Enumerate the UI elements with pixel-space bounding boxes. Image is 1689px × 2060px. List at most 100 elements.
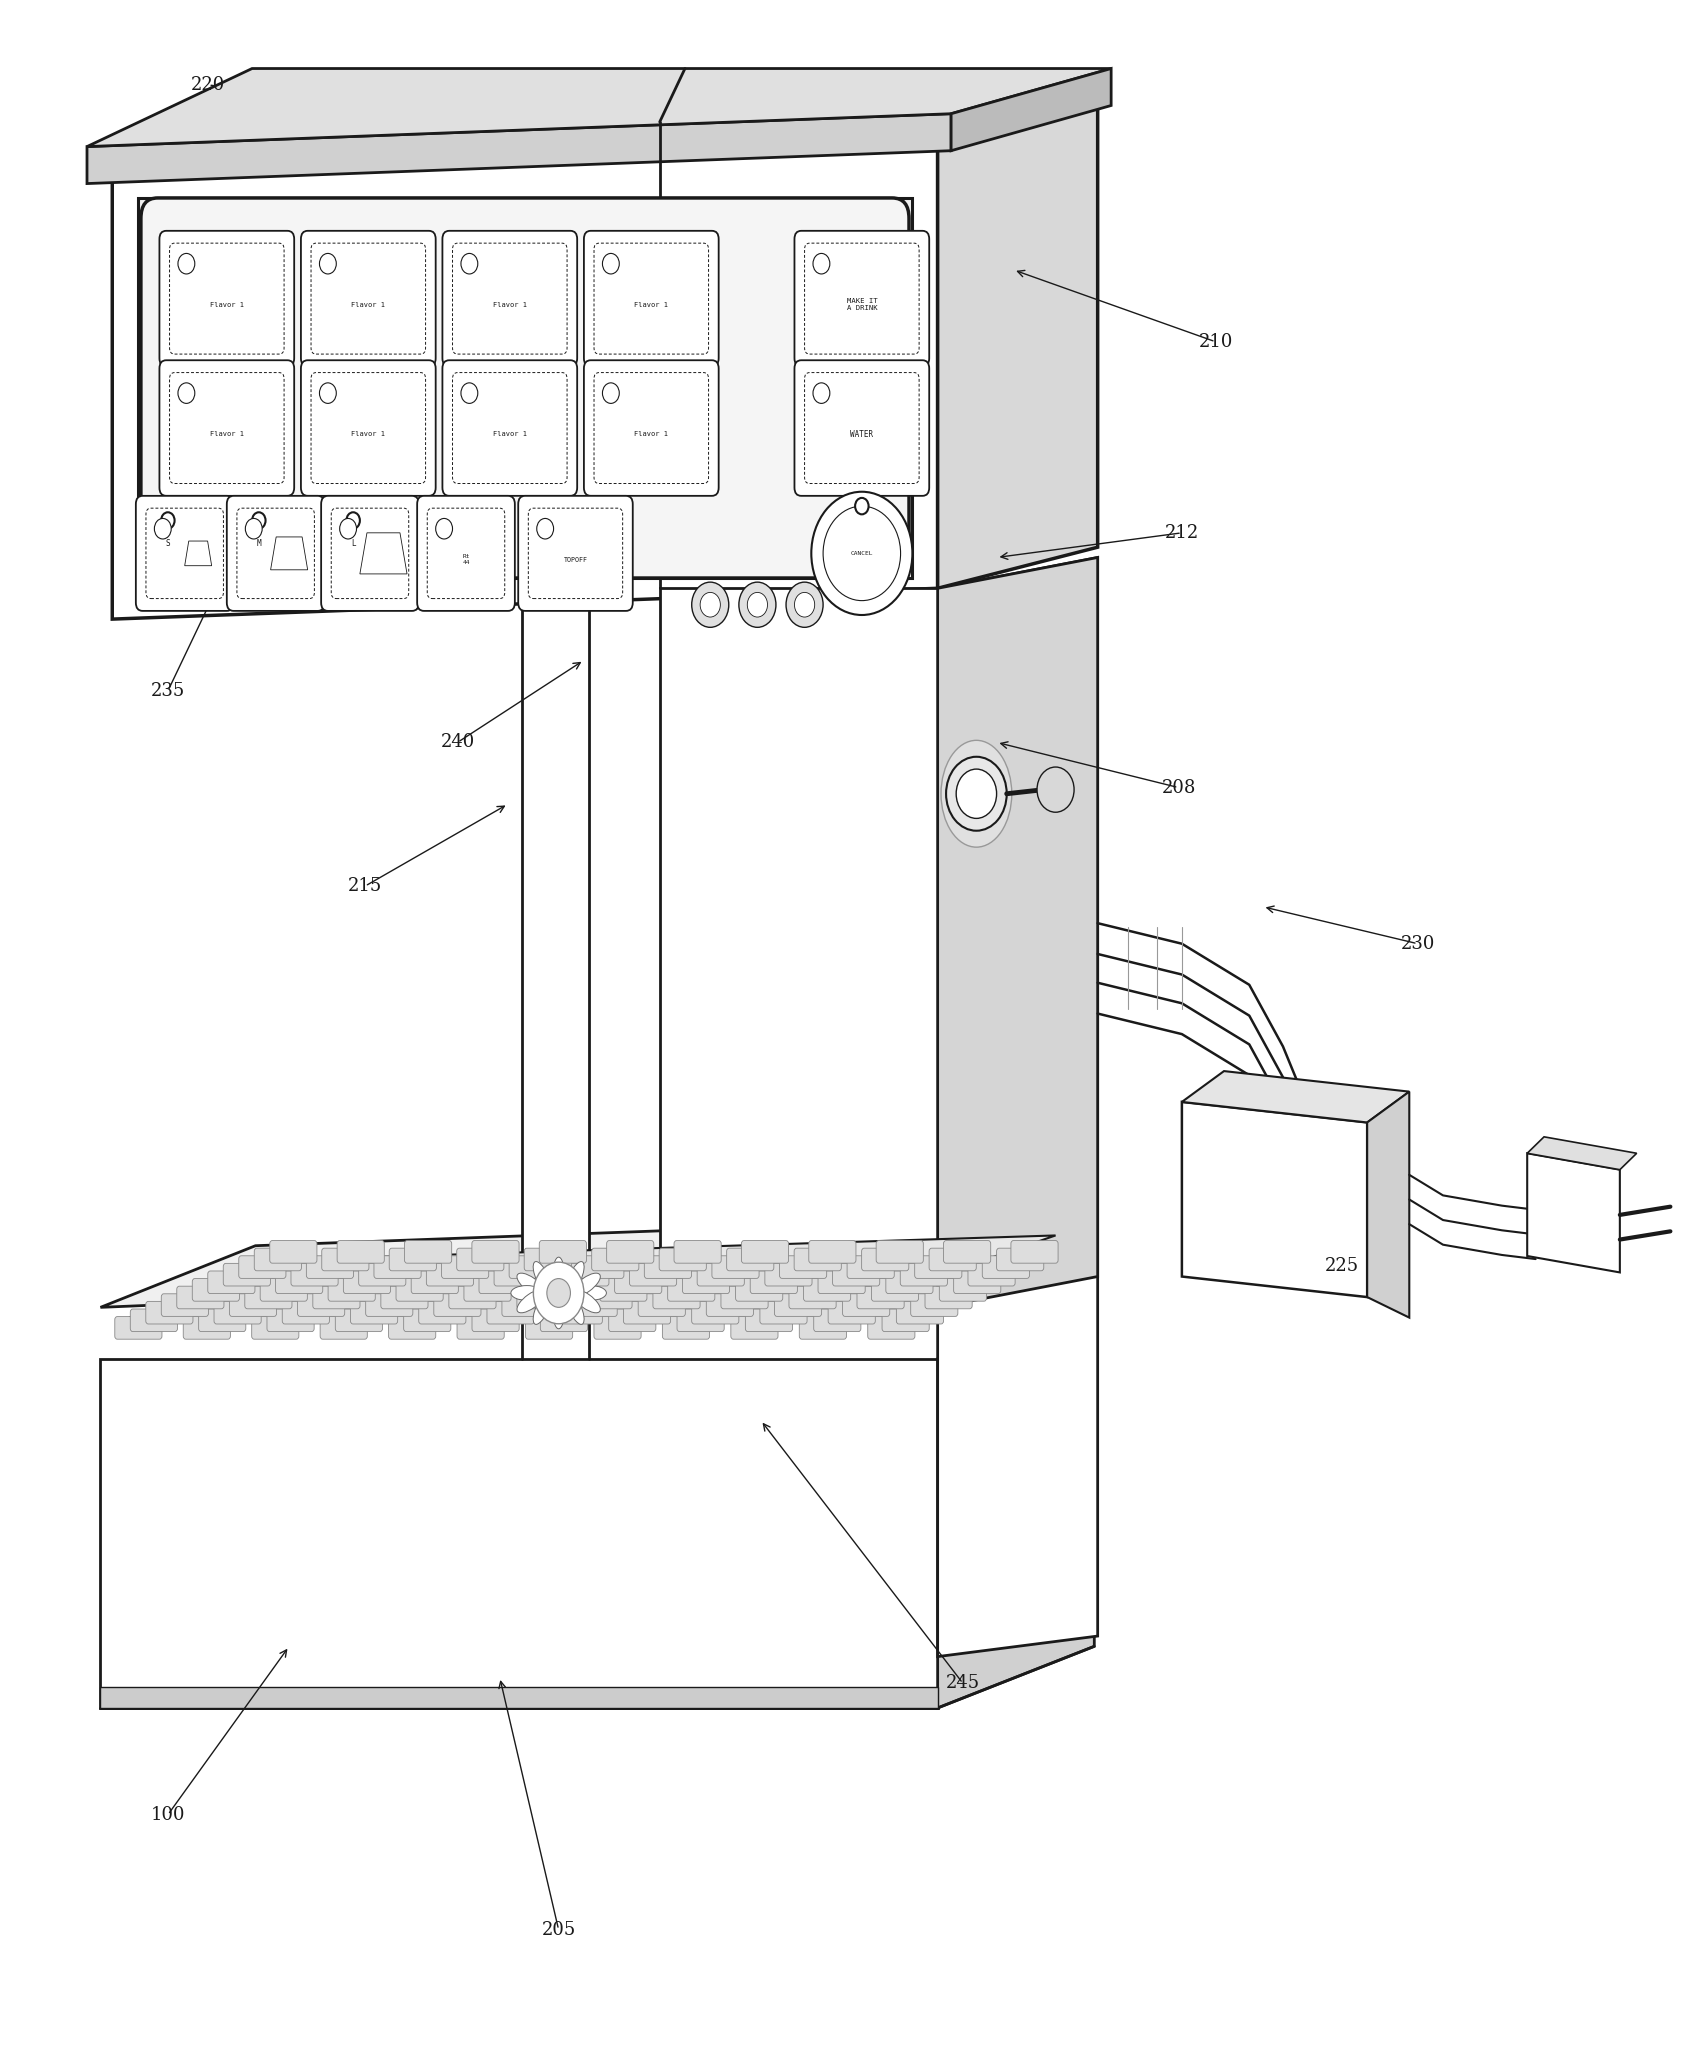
Circle shape (601, 253, 618, 274)
FancyBboxPatch shape (159, 231, 294, 367)
FancyBboxPatch shape (794, 1248, 841, 1271)
FancyBboxPatch shape (417, 496, 515, 612)
FancyBboxPatch shape (419, 1302, 466, 1325)
FancyBboxPatch shape (395, 1279, 443, 1302)
Polygon shape (937, 558, 1098, 1308)
FancyBboxPatch shape (638, 1294, 686, 1316)
Text: 240: 240 (441, 733, 475, 752)
FancyBboxPatch shape (471, 1308, 519, 1331)
Ellipse shape (532, 1261, 552, 1296)
FancyBboxPatch shape (900, 1263, 948, 1285)
Text: Rt
44: Rt 44 (463, 554, 470, 564)
FancyBboxPatch shape (199, 1308, 245, 1331)
FancyBboxPatch shape (882, 1308, 929, 1331)
Ellipse shape (573, 1290, 600, 1312)
FancyBboxPatch shape (312, 1285, 360, 1308)
Circle shape (946, 756, 1007, 830)
FancyBboxPatch shape (253, 1248, 301, 1271)
FancyBboxPatch shape (794, 360, 929, 496)
FancyBboxPatch shape (608, 1308, 655, 1331)
FancyBboxPatch shape (145, 1302, 193, 1325)
FancyBboxPatch shape (843, 1294, 888, 1316)
FancyBboxPatch shape (443, 360, 578, 496)
Text: Flavor 1: Flavor 1 (351, 431, 385, 437)
Text: 208: 208 (1160, 779, 1196, 797)
FancyBboxPatch shape (750, 1271, 797, 1294)
Circle shape (699, 593, 720, 618)
FancyBboxPatch shape (182, 1316, 230, 1339)
FancyBboxPatch shape (584, 231, 718, 367)
FancyBboxPatch shape (804, 373, 919, 484)
FancyBboxPatch shape (449, 1285, 497, 1308)
Ellipse shape (517, 1290, 546, 1312)
FancyBboxPatch shape (193, 1279, 240, 1302)
Polygon shape (270, 538, 307, 571)
FancyBboxPatch shape (291, 1263, 338, 1285)
FancyBboxPatch shape (726, 1248, 774, 1271)
FancyBboxPatch shape (519, 496, 632, 612)
FancyBboxPatch shape (404, 1240, 451, 1263)
Circle shape (812, 253, 829, 274)
Ellipse shape (517, 1273, 546, 1296)
Ellipse shape (574, 1285, 606, 1300)
FancyBboxPatch shape (561, 1263, 608, 1285)
Polygon shape (951, 68, 1110, 150)
FancyBboxPatch shape (861, 1248, 909, 1271)
Ellipse shape (941, 740, 1012, 847)
FancyBboxPatch shape (223, 1263, 270, 1285)
Polygon shape (111, 146, 937, 620)
FancyBboxPatch shape (328, 1279, 375, 1302)
FancyBboxPatch shape (600, 1279, 647, 1302)
FancyBboxPatch shape (115, 1316, 162, 1339)
FancyBboxPatch shape (628, 1263, 676, 1285)
FancyBboxPatch shape (388, 1316, 436, 1339)
FancyBboxPatch shape (471, 1240, 519, 1263)
Polygon shape (1181, 1071, 1409, 1123)
Circle shape (245, 519, 262, 540)
FancyBboxPatch shape (576, 1257, 623, 1279)
FancyBboxPatch shape (914, 1257, 961, 1279)
FancyBboxPatch shape (373, 1257, 421, 1279)
FancyBboxPatch shape (441, 1257, 488, 1279)
Circle shape (252, 513, 265, 529)
FancyBboxPatch shape (140, 198, 909, 579)
FancyBboxPatch shape (434, 1294, 481, 1316)
FancyBboxPatch shape (443, 231, 578, 367)
FancyBboxPatch shape (875, 1240, 922, 1263)
Ellipse shape (552, 1257, 564, 1296)
FancyBboxPatch shape (336, 1240, 383, 1263)
FancyBboxPatch shape (846, 1257, 893, 1279)
FancyBboxPatch shape (817, 1271, 865, 1294)
Ellipse shape (532, 1290, 552, 1325)
Text: 210: 210 (1198, 334, 1231, 350)
FancyBboxPatch shape (321, 496, 419, 612)
FancyBboxPatch shape (275, 1271, 323, 1294)
Polygon shape (86, 113, 951, 183)
Polygon shape (1527, 1137, 1635, 1170)
Circle shape (785, 583, 823, 628)
FancyBboxPatch shape (311, 243, 426, 354)
FancyBboxPatch shape (910, 1294, 958, 1316)
Text: Flavor 1: Flavor 1 (209, 301, 243, 307)
Text: M: M (257, 538, 262, 548)
Polygon shape (1366, 1092, 1409, 1318)
FancyBboxPatch shape (508, 1257, 556, 1279)
FancyBboxPatch shape (556, 1302, 601, 1325)
FancyBboxPatch shape (872, 1279, 919, 1302)
FancyBboxPatch shape (615, 1271, 662, 1294)
FancyBboxPatch shape (306, 1257, 353, 1279)
FancyBboxPatch shape (833, 1263, 880, 1285)
FancyBboxPatch shape (929, 1248, 976, 1271)
Polygon shape (100, 1687, 937, 1708)
FancyBboxPatch shape (828, 1302, 875, 1325)
FancyBboxPatch shape (270, 1240, 318, 1263)
FancyBboxPatch shape (350, 1302, 397, 1325)
FancyBboxPatch shape (230, 1294, 277, 1316)
FancyBboxPatch shape (569, 1294, 616, 1316)
Circle shape (547, 1279, 571, 1308)
Circle shape (436, 519, 453, 540)
FancyBboxPatch shape (760, 1302, 807, 1325)
Text: MAKE IT
A DRINK: MAKE IT A DRINK (846, 299, 877, 311)
Ellipse shape (552, 1290, 564, 1329)
FancyBboxPatch shape (532, 1279, 579, 1302)
